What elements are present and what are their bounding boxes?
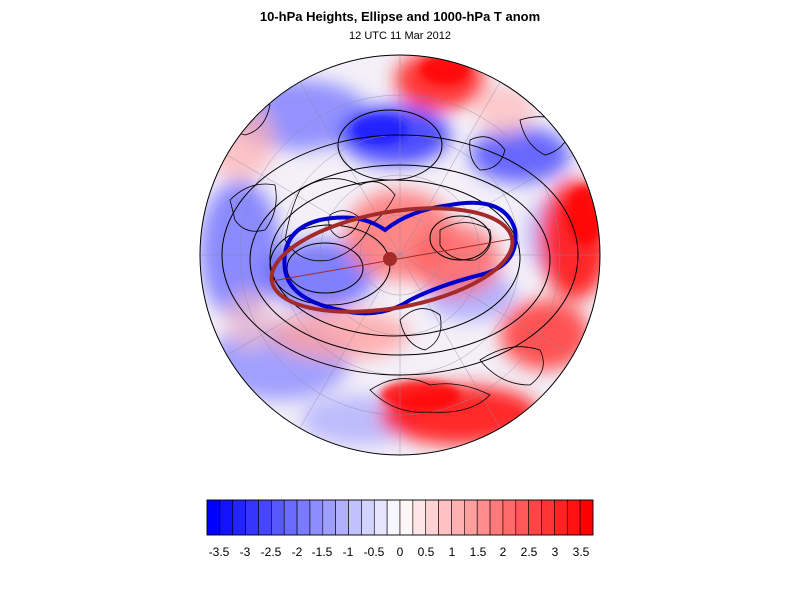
colorbar-cell	[271, 499, 285, 536]
colorbar-tick-label: 1.5	[470, 545, 487, 559]
height-contours	[221, 109, 579, 376]
colorbar-cell	[476, 499, 491, 536]
colorbar-cell	[464, 499, 478, 536]
colorbar-tick-label: -1.5	[312, 545, 333, 559]
colorbar-tick-label: 3.5	[573, 545, 590, 559]
colorbar-cell	[528, 499, 542, 536]
colorbar-tick-label: 2	[500, 545, 507, 559]
fitted-ellipse	[269, 206, 515, 314]
colorbar-cell	[489, 499, 504, 536]
colorbar-cell	[296, 499, 311, 536]
figure-subtitle: 12 UTC 11 Mar 2012	[349, 30, 451, 42]
colorbar-cell	[566, 499, 581, 536]
colorbar-tick-label: -2	[292, 545, 303, 559]
colorbar-cell	[451, 499, 465, 536]
colorbar-tick-label: -1	[343, 545, 354, 559]
colorbar-tick-label: 1	[449, 545, 456, 559]
colorbar-tick-labels: -3.5 -3 -2.5 -2 -1.5 -1 -0.5 0 0.5 1 1.5…	[209, 545, 590, 559]
colorbar-cell	[373, 499, 388, 536]
colorbar-tick-label: 3	[552, 545, 559, 559]
colorbar-cell	[283, 499, 298, 536]
colorbar-cell	[541, 499, 555, 536]
colorbar-cell	[438, 499, 452, 536]
colorbar-cell	[515, 499, 529, 536]
colorbar-cell	[554, 499, 568, 536]
colorbar-cell	[425, 499, 439, 536]
colorbar-tick-label: -2.5	[261, 545, 282, 559]
colorbar-cell	[502, 499, 517, 536]
colorbar-tick-label: 0.5	[418, 545, 435, 559]
figure-title: 10-hPa Heights, Ellipse and 1000-hPa T a…	[259, 9, 541, 24]
colorbar-tick-label: -0.5	[364, 545, 385, 559]
colorbar-cell	[399, 499, 414, 536]
colorbar-cell	[245, 499, 259, 536]
colorbar-cell	[309, 499, 324, 536]
colorbar-tick-label: -3.5	[209, 545, 230, 559]
colorbar-cell	[335, 499, 349, 536]
colorbar-cell	[361, 499, 375, 536]
colorbar-cell	[322, 499, 336, 536]
colorbar-cell	[258, 499, 272, 536]
colorbar-cell	[579, 499, 594, 536]
colorbar-cells	[206, 499, 594, 536]
colorbar-tick-label: 2.5	[521, 545, 538, 559]
colorbar-cell	[232, 499, 246, 536]
colorbar-cell	[348, 499, 362, 536]
colorbar-cell	[219, 499, 234, 536]
colorbar-cell	[206, 499, 221, 536]
globe-outline	[199, 54, 601, 456]
colorbar-tick-label: -3	[240, 545, 251, 559]
colorbar-tick-label: 0	[397, 545, 404, 559]
colorbar-cell	[412, 499, 427, 536]
colorbar-cell	[386, 499, 401, 536]
graticule	[200, 55, 600, 455]
